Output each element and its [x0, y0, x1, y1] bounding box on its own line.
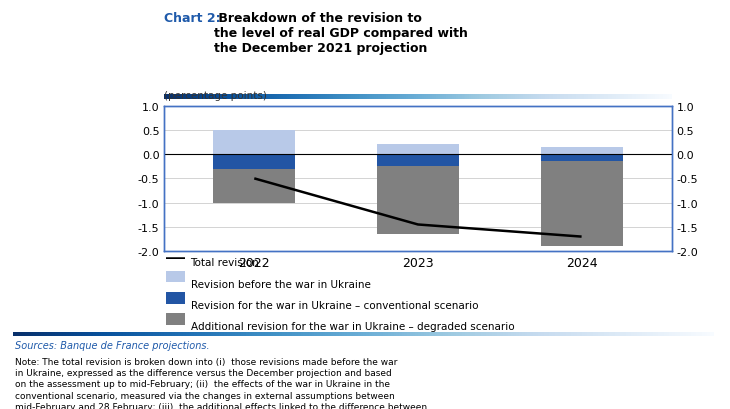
Bar: [213, 130, 295, 155]
Text: (percentage points): (percentage points): [164, 90, 267, 101]
Bar: [377, 155, 459, 167]
Bar: [541, 155, 623, 162]
Bar: [213, 155, 295, 169]
Bar: [213, 169, 295, 203]
Bar: [541, 148, 623, 155]
Bar: [377, 145, 459, 155]
Text: Chart 2:: Chart 2:: [164, 12, 221, 25]
Text: Revision for the war in Ukraine – conventional scenario: Revision for the war in Ukraine – conven…: [191, 300, 478, 310]
Text: Total revision: Total revision: [191, 258, 259, 267]
Text: Note: The total revision is broken down into (i)  those revisions made before th: Note: The total revision is broken down …: [15, 357, 427, 409]
Text: Sources: Banque de France projections.: Sources: Banque de France projections.: [15, 340, 210, 350]
Text: Breakdown of the revision to
the level of real GDP compared with
the December 20: Breakdown of the revision to the level o…: [214, 12, 468, 55]
Bar: [377, 167, 459, 235]
Bar: [541, 162, 623, 247]
Text: Additional revision for the war in Ukraine – degraded scenario: Additional revision for the war in Ukrai…: [191, 321, 514, 331]
Text: Revision before the war in Ukraine: Revision before the war in Ukraine: [191, 279, 370, 289]
